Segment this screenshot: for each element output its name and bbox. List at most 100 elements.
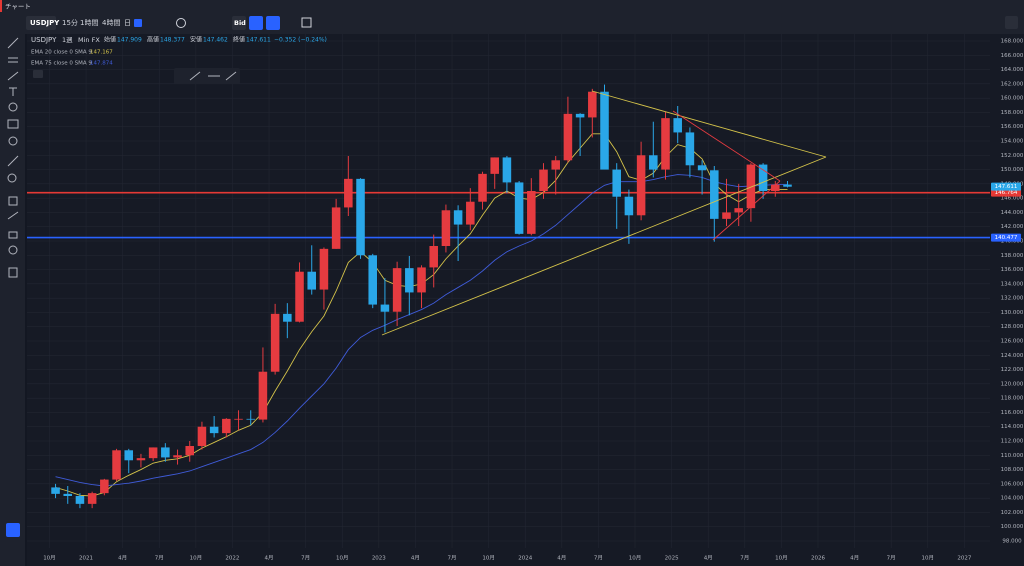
x-tick-label: 4月	[704, 555, 713, 562]
candle-body	[636, 155, 646, 216]
tool-icon[interactable]	[8, 136, 18, 146]
tool-icon[interactable]	[8, 196, 18, 206]
candle-body	[124, 450, 134, 461]
candle-body	[429, 246, 438, 268]
y-tick-label: 134.000	[1001, 281, 1024, 287]
y-tick-label: 144.000	[1001, 210, 1024, 216]
y-tick-label: 152.000	[1001, 153, 1024, 159]
trendline[interactable]	[591, 90, 827, 158]
price-type[interactable]: Bid	[234, 19, 246, 27]
candle-body	[661, 118, 670, 170]
candle-body	[100, 479, 109, 494]
candle-body	[161, 447, 170, 458]
tool-icon[interactable]	[8, 245, 18, 255]
bid-button[interactable]	[232, 16, 246, 30]
legend-value: 147.611	[246, 37, 271, 44]
candle-body	[51, 487, 60, 494]
legend-label: 終値	[233, 36, 245, 44]
y-tick-label: 104.000	[1001, 496, 1024, 502]
candle-body	[600, 91, 609, 170]
x-tick-label: 10月	[482, 555, 495, 562]
tool-icon[interactable]	[7, 155, 19, 167]
tool-icon[interactable]	[8, 231, 18, 239]
x-tick-label: 10月	[190, 555, 203, 562]
collapse-button[interactable]	[33, 70, 43, 78]
y-tick-label: 168.000	[1001, 39, 1024, 45]
layout-icon[interactable]	[301, 17, 312, 28]
tool-icon[interactable]	[8, 102, 18, 112]
candle-body	[624, 196, 634, 216]
price-tag-label: 147.611	[995, 184, 1018, 190]
candle-body	[722, 212, 731, 219]
legend-series: EMA 75 close 0 SMA 9	[31, 61, 92, 67]
tool-icon[interactable]	[7, 71, 19, 81]
y-tick-label: 128.000	[1001, 324, 1024, 330]
symbol[interactable]: USDJPY	[30, 19, 60, 27]
candle-body	[222, 418, 231, 434]
y-tick-label: 142.000	[1001, 224, 1024, 230]
sidebar	[0, 34, 25, 566]
x-tick-label: 4月	[265, 555, 274, 562]
floating-tool[interactable]	[225, 71, 237, 81]
candle-body	[490, 157, 499, 174]
interval[interactable]: 日	[124, 19, 131, 27]
trendline[interactable]	[381, 156, 827, 336]
candle-body	[697, 165, 707, 171]
trendline[interactable]	[672, 110, 781, 182]
candle-body	[173, 455, 182, 458]
candle-body	[405, 268, 414, 293]
candle-body	[551, 160, 560, 170]
y-tick-label: 162.000	[1001, 81, 1024, 87]
y-tick-label: 110.000	[1001, 453, 1024, 459]
candle-body	[319, 248, 329, 290]
floating-tool[interactable]	[189, 71, 201, 81]
x-tick-label: 2027	[957, 556, 971, 562]
tool-icon[interactable]	[8, 267, 18, 278]
add-icon[interactable]	[176, 18, 186, 28]
y-tick-label: 156.000	[1001, 124, 1024, 130]
x-tick-label: 2021	[79, 556, 93, 562]
tool-icon[interactable]	[7, 211, 19, 220]
candle-body	[673, 118, 682, 133]
price-tag	[991, 188, 1021, 197]
tool-icon[interactable]	[7, 37, 19, 49]
y-tick-label: 158.000	[1001, 110, 1024, 116]
interval-toggle[interactable]	[134, 19, 142, 27]
title-bar	[0, 0, 1024, 12]
x-tick-label: 10月	[43, 555, 56, 562]
candle-body	[771, 184, 780, 191]
y-tick-label: 138.000	[1001, 253, 1024, 259]
favorite-tool[interactable]	[6, 523, 20, 537]
y-tick-label: 166.000	[1001, 53, 1024, 59]
interval[interactable]: 15分	[62, 18, 78, 27]
layout-button[interactable]	[1005, 16, 1018, 29]
candle-body	[148, 447, 158, 459]
x-tick-label: 4月	[118, 555, 127, 562]
symbol-button[interactable]	[26, 16, 56, 30]
y-tick-label: 98.000	[1002, 539, 1022, 545]
candle-body	[136, 458, 146, 461]
line-tool[interactable]	[249, 16, 263, 30]
tool-icon[interactable]	[7, 119, 19, 129]
wave-tool[interactable]	[266, 16, 280, 30]
y-tick-label: 164.000	[1001, 67, 1024, 73]
candle-body	[258, 371, 268, 420]
x-tick-label: 7月	[155, 555, 164, 562]
legend-source: Min FX	[78, 36, 100, 44]
interval[interactable]: 4時間	[102, 19, 120, 27]
x-tick-label: 4月	[411, 555, 420, 562]
candle-body	[75, 496, 85, 504]
price-tag-label: 146.764	[995, 190, 1018, 196]
candle-body	[466, 201, 475, 225]
y-tick-label: 120.000	[1001, 381, 1024, 387]
x-tick-label: 2025	[665, 556, 679, 562]
candle-body	[368, 255, 377, 305]
candle-body	[502, 157, 512, 183]
candle-body	[527, 191, 536, 234]
trendline[interactable]	[712, 180, 781, 241]
candle-body	[783, 184, 792, 187]
plot	[27, 34, 990, 548]
interval[interactable]: 1時間	[80, 19, 98, 27]
toolbar	[0, 12, 1024, 34]
tool-icon[interactable]	[7, 173, 17, 183]
